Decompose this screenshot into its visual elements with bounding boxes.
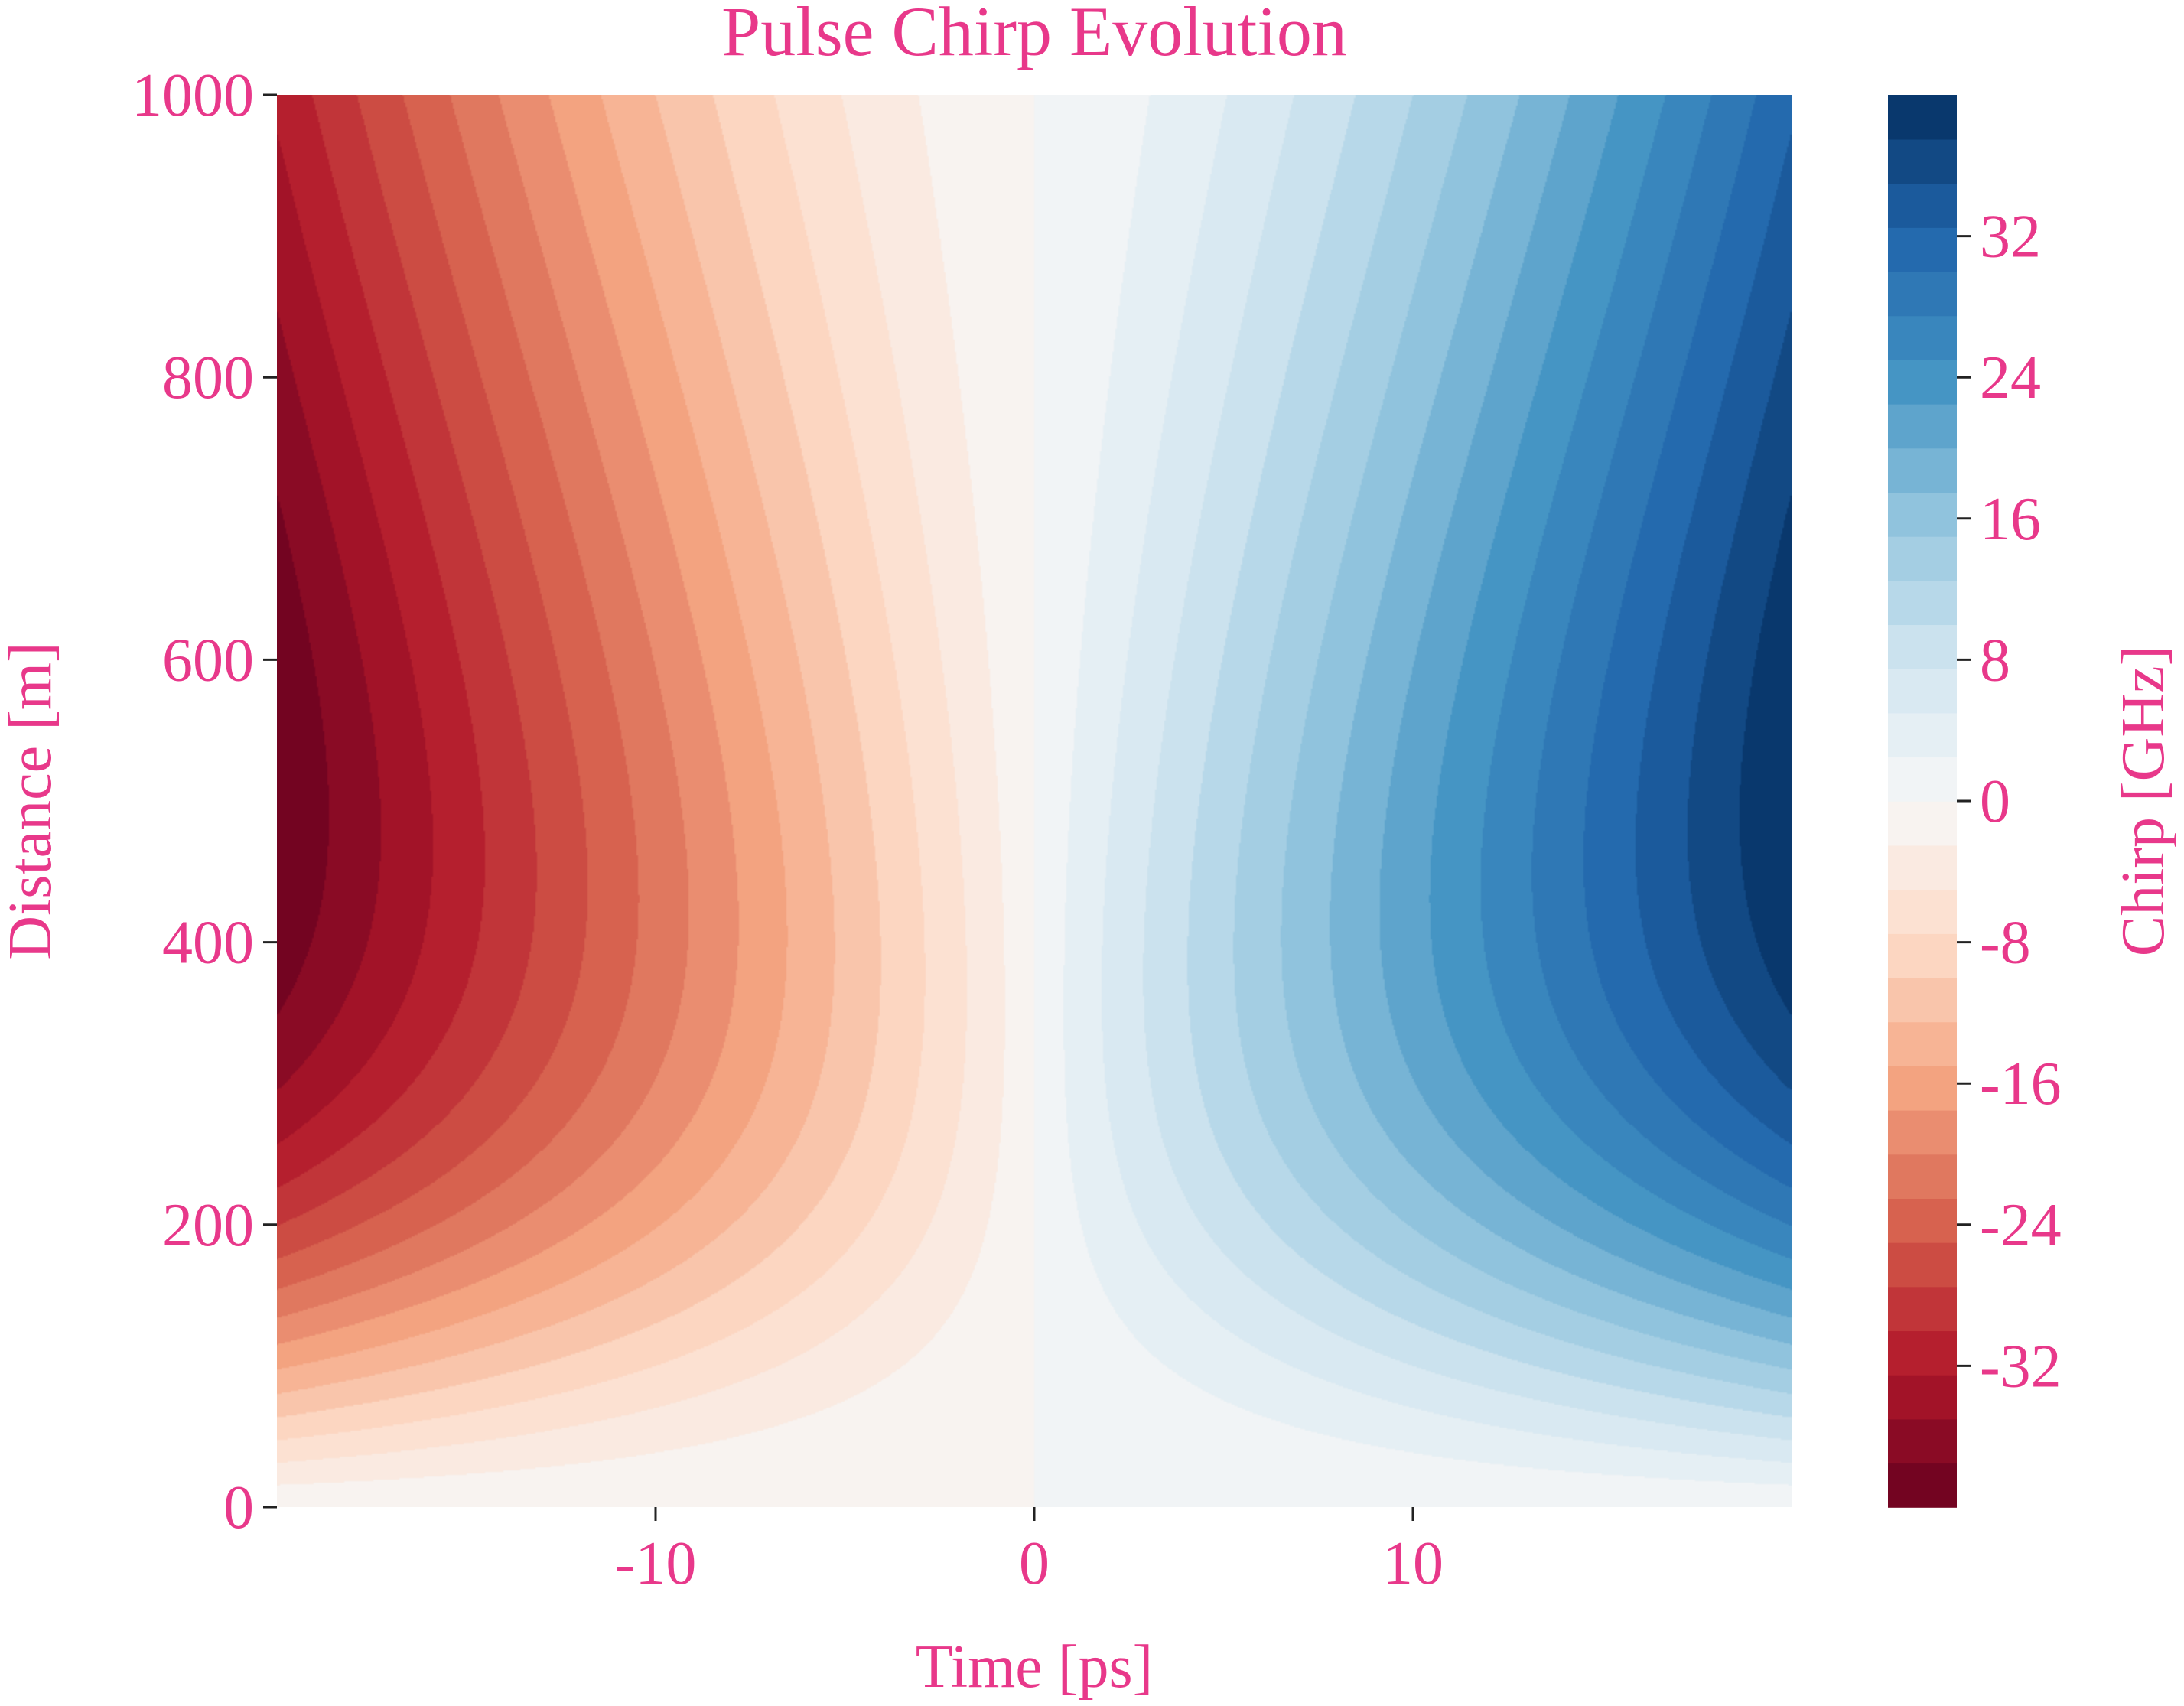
x-axis: -10 0 10 — [615, 1507, 1444, 1597]
colorbar-segment — [1888, 624, 1957, 669]
colorbar-segment — [1888, 889, 1957, 934]
colorbar-segment — [1888, 315, 1957, 360]
y-axis: 0 200 400 600 800 1000 — [132, 62, 277, 1542]
colorbar-segment — [1888, 1463, 1957, 1508]
colorbar-segment — [1888, 668, 1957, 714]
colorbar-segment — [1888, 183, 1957, 228]
colorbar-segment — [1888, 271, 1957, 317]
colorbar-tick-label: 16 — [1980, 486, 2041, 553]
x-tick-label: 0 — [1019, 1530, 1050, 1597]
colorbar-segment — [1888, 845, 1957, 890]
colorbar-segment — [1888, 1242, 1957, 1288]
colorbar-segment — [1888, 580, 1957, 626]
colorbar-label: Chirp [GHz] — [2110, 646, 2177, 957]
colorbar-tick-label: -8 — [1980, 910, 2031, 977]
colorbar-segment — [1888, 536, 1957, 581]
y-tick-label: 400 — [162, 910, 254, 977]
colorbar-segment — [1888, 1198, 1957, 1243]
colorbar-segment — [1888, 448, 1957, 493]
x-tick-label: -10 — [615, 1530, 697, 1597]
colorbar-segment — [1888, 1286, 1957, 1332]
y-tick-label: 1000 — [132, 62, 254, 129]
colorbar-segment — [1888, 801, 1957, 846]
colorbar-segment — [1888, 757, 1957, 802]
colorbar-segment — [1888, 1066, 1957, 1111]
colorbar-segment — [1888, 1109, 1957, 1155]
colorbar-segment — [1888, 95, 1957, 140]
colorbar-segment — [1888, 360, 1957, 405]
y-tick-label: 0 — [223, 1474, 254, 1542]
colorbar: -32 -24 -16 -8 0 8 16 24 32 — [1888, 95, 2062, 1508]
colorbar-segment — [1888, 227, 1957, 272]
y-tick-label: 600 — [162, 627, 254, 694]
colorbar-tick-label: 32 — [1980, 203, 2041, 271]
chart-title: Pulse Chirp Evolution — [721, 0, 1347, 70]
colorbar-segment — [1888, 977, 1957, 1023]
colorbar-tick-label: -24 — [1980, 1192, 2062, 1259]
plot-area — [277, 95, 1792, 1507]
colorbar-tick-label: -16 — [1980, 1050, 2062, 1118]
y-tick-label: 200 — [162, 1192, 254, 1259]
colorbar-segment — [1888, 712, 1957, 758]
colorbar-segment — [1888, 492, 1957, 537]
x-axis-label: Time [ps] — [916, 1633, 1153, 1701]
colorbar-segment — [1888, 1330, 1957, 1376]
colorbar-segment — [1888, 1374, 1957, 1420]
y-tick-label: 800 — [162, 344, 254, 412]
heatmap-image — [277, 95, 1792, 1507]
colorbar-segment — [1888, 138, 1957, 184]
y-axis-label: Distance [m] — [0, 642, 64, 959]
colorbar-segment — [1888, 1154, 1957, 1199]
colorbar-segment — [1888, 1021, 1957, 1066]
colorbar-tick-label: 24 — [1980, 344, 2041, 412]
x-tick-label: 10 — [1382, 1530, 1444, 1597]
colorbar-segment — [1888, 1418, 1957, 1464]
colorbar-segment — [1888, 933, 1957, 978]
colorbar-segment — [1888, 403, 1957, 449]
colorbar-tick-label: -32 — [1980, 1333, 2062, 1400]
colorbar-tick-label: 8 — [1980, 627, 2010, 694]
colorbar-tick-label: 0 — [1980, 768, 2010, 835]
